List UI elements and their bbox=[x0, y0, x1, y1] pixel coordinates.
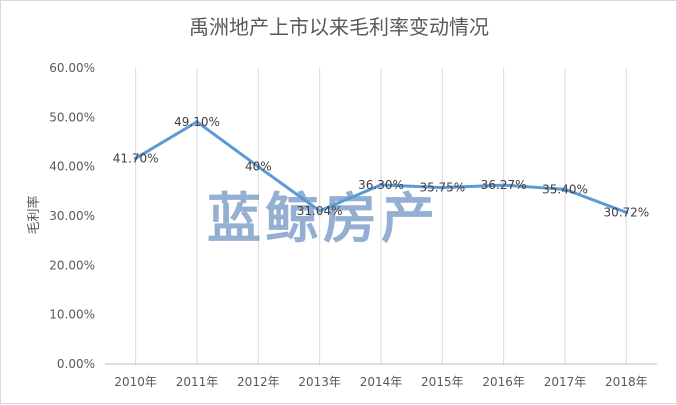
data-label: 41.70% bbox=[113, 151, 159, 165]
x-tick-label: 2013年 bbox=[298, 375, 341, 389]
data-label: 30.72% bbox=[603, 205, 649, 219]
x-tick-label: 2014年 bbox=[360, 375, 403, 389]
data-point bbox=[317, 209, 322, 213]
data-point bbox=[440, 185, 445, 190]
series-layer bbox=[133, 119, 629, 215]
y-tick-label: 50.00% bbox=[49, 110, 95, 124]
data-label: 31.04% bbox=[297, 204, 343, 218]
grid-layer bbox=[105, 68, 657, 365]
data-label: 36.27% bbox=[481, 178, 527, 192]
data-point bbox=[501, 183, 506, 187]
x-tick-label: 2012年 bbox=[237, 375, 280, 389]
data-label: 40% bbox=[245, 160, 272, 174]
y-tick-label: 20.00% bbox=[49, 258, 95, 272]
data-label: 35.75% bbox=[419, 181, 465, 195]
x-tick-label: 2018年 bbox=[605, 375, 648, 389]
data-point bbox=[256, 164, 261, 169]
y-tick-label: 0.00% bbox=[57, 357, 95, 371]
data-label: 49.10% bbox=[174, 115, 220, 129]
chart-title: 禹洲地产上市以来毛利率变动情况 bbox=[189, 15, 489, 39]
data-point bbox=[195, 119, 199, 124]
data-point bbox=[624, 210, 629, 215]
y-tick-label: 60.00% bbox=[49, 61, 95, 75]
x-tick-label: 2011年 bbox=[176, 375, 219, 389]
x-tick-label: 2016年 bbox=[482, 375, 525, 389]
data-label: 35.40% bbox=[542, 182, 588, 196]
x-tick-label: 2010年 bbox=[114, 375, 157, 389]
data-point bbox=[563, 187, 567, 192]
y-axis-label: 毛利率 bbox=[26, 195, 42, 234]
data-point bbox=[379, 183, 383, 187]
data-label: 36.30% bbox=[358, 178, 404, 192]
x-tick-label: 2017年 bbox=[544, 375, 587, 389]
x-tick-layer: 2010年 2011年 2012年 2013年 2014年 2015年 2016年 2017年… bbox=[114, 375, 647, 389]
y-tick-label: 40.00% bbox=[49, 160, 95, 174]
x-tick-label: 2015年 bbox=[421, 375, 464, 389]
data-label-layer: 41.70% 49.10% 40% 31.04% 36.30% 35.75% 36.27% 3… bbox=[113, 115, 649, 220]
data-point bbox=[133, 156, 138, 161]
y-tick-layer: 0.00% 10.00% 20.00% 30.00% 40.00% 50.00% 60.00… bbox=[49, 61, 95, 371]
y-tick-label: 10.00% bbox=[49, 308, 95, 322]
watermark: 蓝鲸房产 bbox=[207, 187, 439, 250]
y-tick-label: 30.00% bbox=[49, 209, 95, 223]
